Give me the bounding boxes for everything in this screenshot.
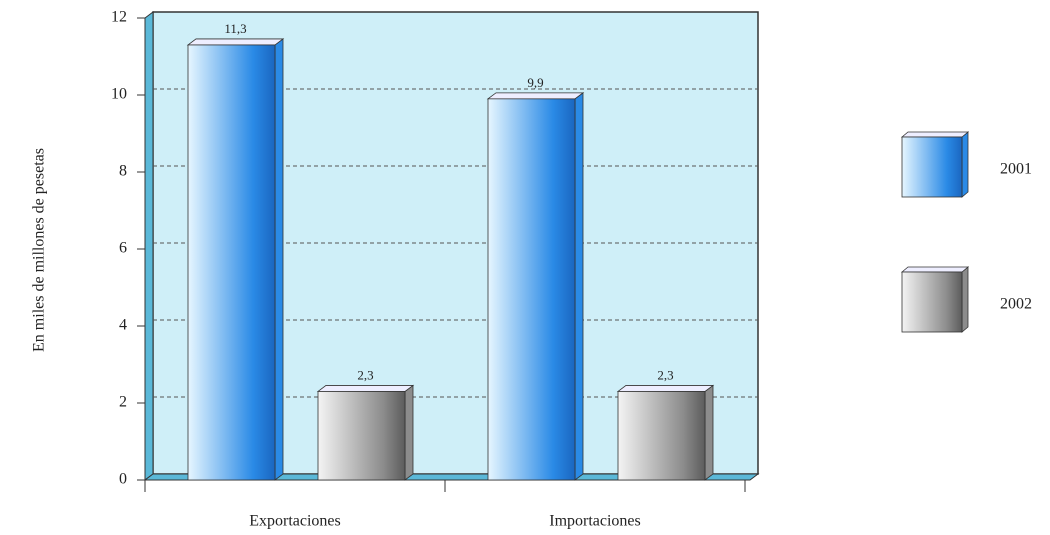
bar-top: [616, 385, 715, 392]
bar-top: [316, 385, 415, 392]
legend-label: 2001: [1000, 161, 1032, 178]
bar-top: [486, 92, 585, 100]
value-label: 11,3: [224, 21, 246, 36]
y-tick-label: 0: [119, 471, 127, 488]
legend-top: [900, 266, 970, 273]
legend-side: [961, 131, 969, 198]
y-tick-label: 10: [111, 86, 127, 103]
bar-top: [186, 38, 285, 46]
x-tick-label: Importaciones: [549, 513, 641, 530]
bar: [317, 391, 406, 481]
legend-swatch: [901, 136, 963, 198]
x-tick-label: Exportaciones: [249, 513, 341, 530]
y-tick-label: 4: [119, 317, 127, 334]
bar: [617, 391, 706, 481]
y-tick-label: 12: [111, 9, 127, 26]
value-label: 2,3: [357, 367, 373, 382]
legend-side: [961, 266, 969, 333]
bar-side: [274, 38, 284, 481]
value-label: 2,3: [657, 367, 673, 382]
y-axis-title: En miles de millones de pesetas: [31, 148, 48, 352]
value-label: 9,9: [527, 75, 543, 90]
bar-side: [404, 384, 414, 481]
y-tick-label: 2: [119, 394, 127, 411]
legend-top: [900, 131, 970, 138]
bar: [487, 98, 576, 481]
legend-label: 2002: [1000, 296, 1032, 313]
left-wall: [144, 11, 154, 481]
y-tick-label: 8: [119, 163, 127, 180]
bar-side: [574, 92, 584, 481]
legend-swatch: [901, 271, 963, 333]
bar-side: [704, 384, 714, 481]
y-tick-label: 6: [119, 240, 127, 257]
bar: [187, 44, 276, 481]
